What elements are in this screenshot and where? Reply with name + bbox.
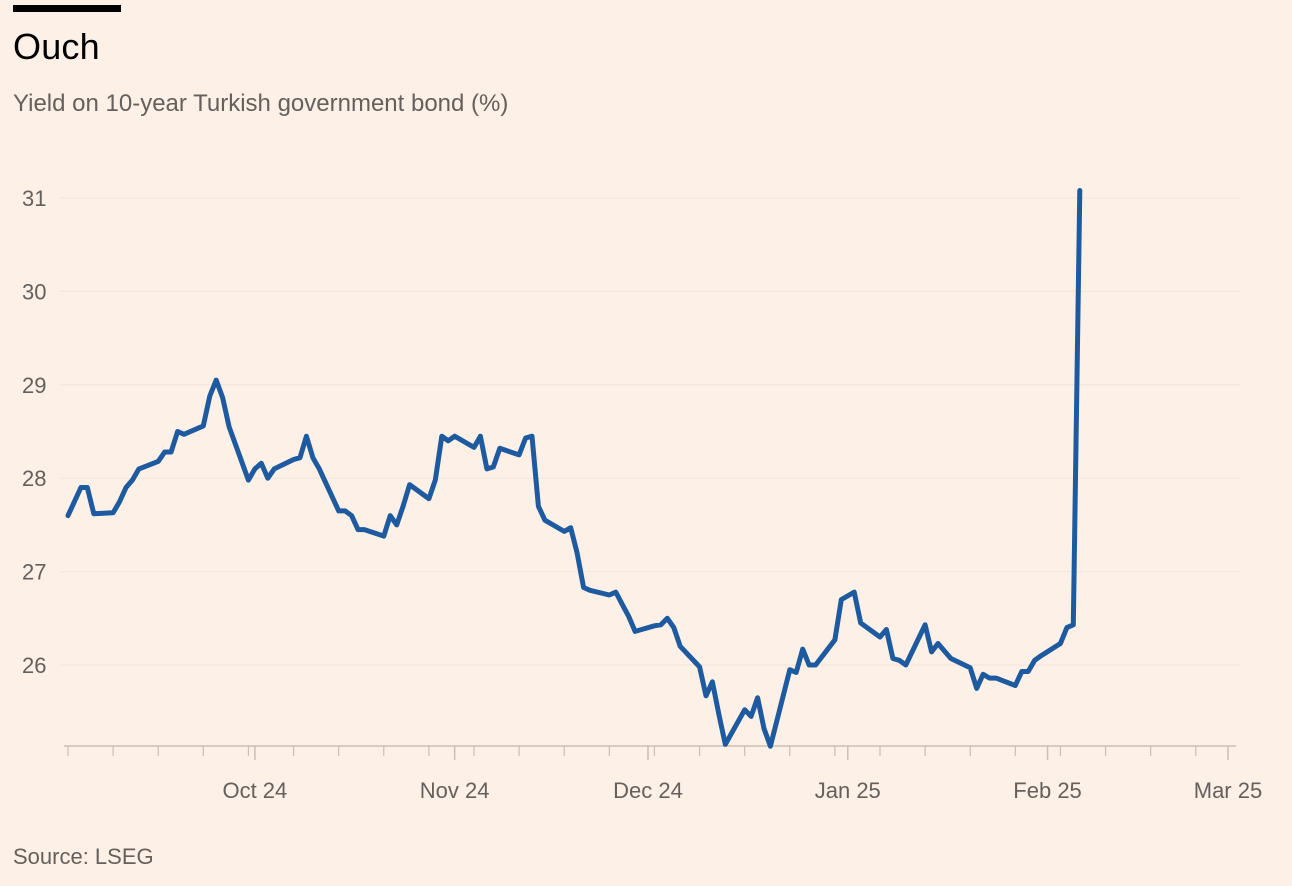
y-axis-labels: 26 27 28 29 30 31 bbox=[22, 186, 46, 678]
y-tick-label-30: 30 bbox=[22, 279, 46, 304]
series-layer bbox=[65, 188, 1083, 749]
y-tick-label-27: 27 bbox=[22, 560, 46, 585]
x-tick-label-jan-25: Jan 25 bbox=[815, 778, 881, 803]
x-tick-label-nov-24: Nov 24 bbox=[420, 778, 490, 803]
y-tick-label-31: 31 bbox=[22, 186, 46, 211]
chart-title: Ouch bbox=[13, 26, 100, 67]
y-tick-label-29: 29 bbox=[22, 373, 46, 398]
brand-bar bbox=[13, 5, 121, 12]
x-tick-label-feb-25: Feb 25 bbox=[1013, 778, 1082, 803]
x-tick-label-oct-24: Oct 24 bbox=[222, 778, 287, 803]
series-line-0 bbox=[65, 188, 1083, 749]
y-tick-label-28: 28 bbox=[22, 466, 46, 491]
x-tick-label-mar-25: Mar 25 bbox=[1194, 778, 1262, 803]
source-note: Source: LSEG bbox=[13, 844, 154, 869]
x-axis-labels: Oct 24 Nov 24 Dec 24 Jan 25 Feb 25 Mar 25 bbox=[222, 778, 1262, 803]
gridlines bbox=[60, 197, 1240, 666]
x-tick-label-dec-24: Dec 24 bbox=[613, 778, 683, 803]
y-tick-label-26: 26 bbox=[22, 653, 46, 678]
x-axis bbox=[64, 745, 1236, 760]
chart-subtitle: Yield on 10-year Turkish government bond… bbox=[13, 90, 509, 117]
